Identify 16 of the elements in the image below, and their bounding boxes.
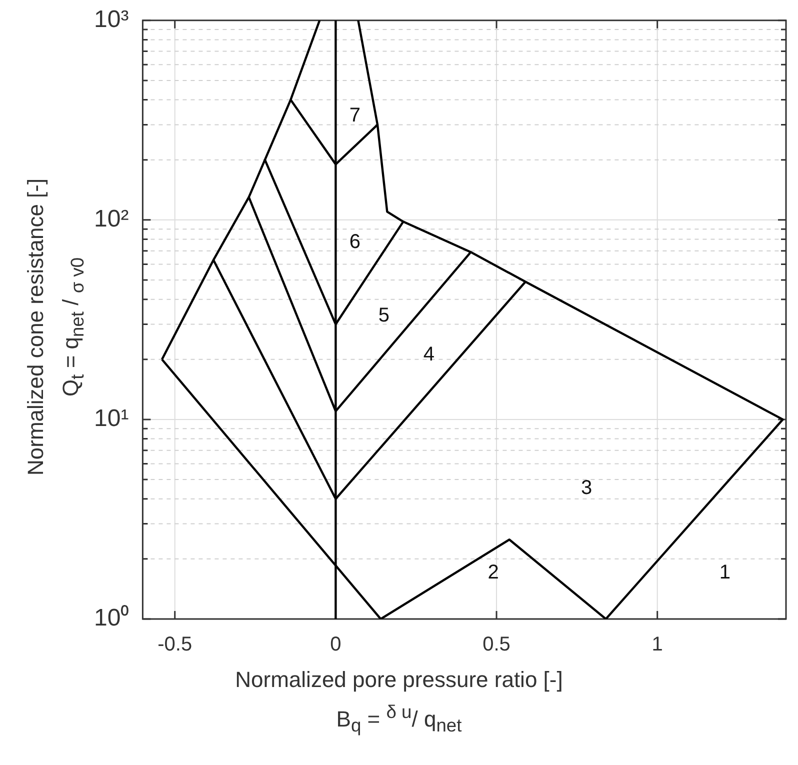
y-tick-label: 10² bbox=[94, 206, 129, 233]
y-tick-label: 10³ bbox=[94, 6, 129, 34]
annotation: 7 bbox=[349, 104, 361, 127]
y-tick-label: 10⁰ bbox=[94, 604, 129, 632]
annotation: 6 bbox=[349, 230, 361, 253]
annotation: 5 bbox=[378, 304, 390, 327]
annotation: 1 bbox=[719, 561, 730, 584]
annotation: 3 bbox=[581, 477, 592, 500]
x-tick-label: 0 bbox=[330, 634, 342, 656]
annotation: 4 bbox=[423, 344, 435, 366]
x-tick-label: 0.5 bbox=[482, 634, 510, 656]
y-tick-label: 10¹ bbox=[94, 405, 129, 432]
annotation: 2 bbox=[488, 561, 499, 584]
x-tick-label: -0.5 bbox=[158, 634, 192, 656]
x-axis-title: Normalized pore pressure ratio [-] B$_{q}$ = $^{δ u}$/ q$_{net}$ bbox=[234, 666, 564, 738]
x-tick-label: 1 bbox=[652, 634, 663, 656]
